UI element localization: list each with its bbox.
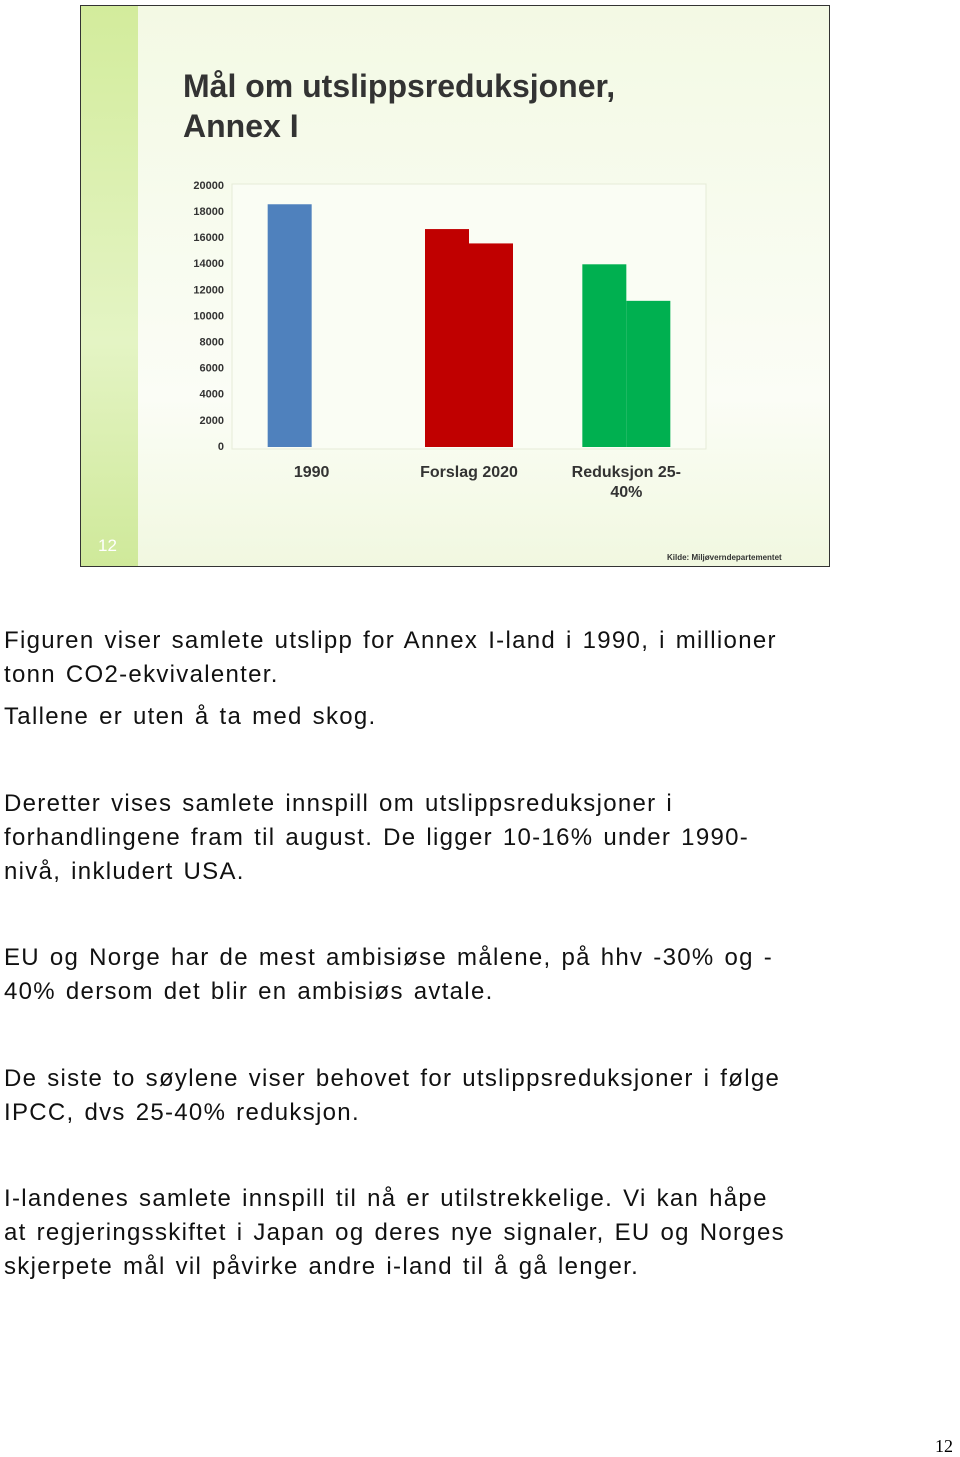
text-line: I-landenes samlete innspill til nå er ut… (4, 1185, 768, 1212)
x-tick-label: Reduksjon 25-40% (571, 464, 681, 501)
text-line: skjerpete mål vil påvirke andre i-land t… (4, 1253, 640, 1280)
page-number: 12 (935, 1436, 953, 1456)
bar (267, 204, 312, 447)
y-tick-label: 14000 (193, 258, 224, 270)
chart-title: Mål om utslippsreduksjoner, Annex I (183, 68, 616, 144)
text-line: forhandlingene fram til august. De ligge… (4, 824, 750, 851)
bar (469, 243, 513, 447)
bar (425, 229, 469, 447)
y-tick-label: 16000 (193, 232, 224, 244)
paragraph: Figuren viser samlete utslipp for Annex … (4, 624, 777, 692)
text-line: IPCC, dvs 25-40% reduksjon. (4, 1099, 360, 1126)
bar (582, 264, 627, 447)
slide-strip (81, 6, 138, 566)
y-tick-label: 18000 (193, 206, 224, 218)
text-line: 40% dersom det blir en ambisiøs avtale. (4, 978, 494, 1005)
text-line: at regjeringsskiftet i Japan og deres ny… (4, 1219, 785, 1246)
x-tick-label: Forslag 2020 (420, 464, 518, 481)
paragraph: Deretter vises samlete innspill om utsli… (4, 787, 749, 889)
y-tick-label: 6000 (200, 363, 224, 375)
y-tick-label: 4000 (200, 389, 224, 401)
x-tick-label: 1990 (293, 464, 330, 481)
text-line: nivå, inkludert USA. (4, 858, 245, 885)
text-line: Deretter vises samlete innspill om utsli… (4, 790, 674, 817)
text-line: Figuren viser samlete utslipp for Annex … (4, 627, 777, 654)
paragraph: I-landenes samlete innspill til nå er ut… (4, 1182, 785, 1284)
y-tick-label: 8000 (200, 337, 224, 349)
chart: 0 2000 4000 6000 8000 10000 12000 14000 16000 180… (193, 180, 707, 453)
text-line: EU og Norge har de mest ambisiøse målene… (4, 944, 774, 971)
source: Kilde: Miljøverndepartementet (667, 553, 782, 562)
text-line: tonn CO2-ekvivalenter. (4, 661, 279, 688)
bar (626, 300, 671, 447)
paragraph: Tallene er uten å ta med skog. (4, 700, 377, 734)
y-tick-label: 20000 (193, 180, 224, 192)
text-line: De siste to søylene viser behovet for ut… (4, 1065, 781, 1092)
y-tick-label: 12000 (193, 284, 224, 296)
slide-number: 12 (98, 536, 117, 555)
y-tick-label: 0 (218, 441, 224, 453)
text-line: Tallene er uten å ta med skog. (4, 703, 377, 730)
paragraph: EU og Norge har de mest ambisiøse målene… (4, 941, 773, 1009)
y-tick-label: 10000 (193, 310, 224, 322)
paragraph: De siste to søylene viser behovet for ut… (4, 1062, 780, 1130)
y-tick-label: 2000 (200, 415, 224, 427)
